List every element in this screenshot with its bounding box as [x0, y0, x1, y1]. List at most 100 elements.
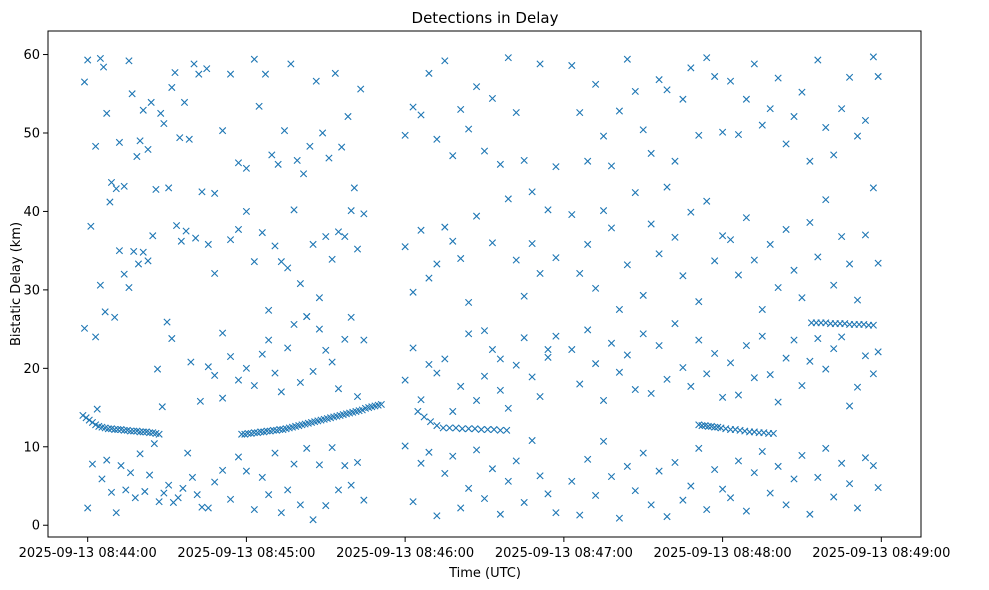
marker-clutter-318	[592, 491, 600, 500]
marker-clutter-386	[814, 334, 822, 343]
marker-clutter-25	[185, 135, 193, 143]
marker-clutter-245	[480, 494, 489, 503]
marker-tracks-11	[114, 425, 122, 434]
marker-clutter-317	[584, 455, 592, 463]
marker-clutter-270	[687, 64, 695, 72]
marker-clutter-190	[520, 156, 528, 165]
x-tick-label-5: 2025-09-13 08:49:00	[812, 546, 950, 561]
marker-clutter-109	[250, 258, 258, 266]
marker-clutter-390	[845, 402, 854, 410]
marker-clutter-385	[806, 357, 814, 365]
marker-tracks-72	[426, 418, 435, 426]
marker-clutter-215	[401, 376, 409, 384]
marker-clutter-320	[607, 473, 616, 481]
marker-clutter-188	[504, 54, 512, 62]
marker-clutter-203	[465, 298, 473, 307]
marker-clutter-301	[615, 368, 624, 376]
marker-clutter-329	[679, 496, 687, 504]
marker-clutter-199	[433, 260, 441, 268]
marker-clutter-114	[284, 264, 292, 272]
marker-clutter-65	[136, 450, 144, 458]
marker-clutter-130	[226, 352, 235, 361]
marker-clutter-115	[290, 206, 298, 214]
marker-clutter-156	[242, 467, 250, 475]
marker-tracks-8	[104, 425, 112, 433]
marker-tracks-77	[458, 425, 466, 433]
marker-clutter-24	[180, 98, 189, 106]
marker-clutter-414	[874, 483, 882, 492]
marker-clutter-340	[766, 105, 774, 113]
marker-tracks-10	[111, 425, 119, 434]
marker-clutter-200	[441, 223, 449, 231]
marker-clutter-194	[552, 163, 560, 171]
marker-clutter-106	[226, 236, 235, 244]
marker-clutter-355	[726, 236, 735, 244]
marker-tracks-76	[452, 424, 460, 432]
marker-clutter-40	[134, 260, 143, 268]
marker-clutter-352	[861, 116, 870, 125]
marker-clutter-180	[441, 57, 449, 65]
marker-clutter-235	[401, 442, 409, 450]
marker-clutter-260	[607, 162, 616, 170]
marker-clutter-140	[296, 378, 304, 387]
marker-clutter-147	[341, 335, 349, 343]
marker-clutter-226	[488, 345, 497, 354]
marker-clutter-323	[631, 487, 639, 495]
marker-clutter-197	[417, 226, 425, 234]
marker-clutter-122	[334, 228, 343, 236]
marker-clutter-155	[234, 453, 243, 461]
marker-clutter-136	[271, 369, 279, 377]
marker-clutter-62	[122, 486, 130, 494]
marker-clutter-225	[480, 372, 489, 380]
marker-clutter-103	[204, 240, 212, 248]
marker-tracks-27	[244, 429, 252, 438]
marker-clutter-411	[853, 504, 862, 512]
marker-clutter-191	[528, 188, 536, 196]
marker-clutter-374	[874, 259, 882, 267]
marker-clutter-105	[219, 329, 227, 337]
marker-clutter-108	[242, 207, 250, 216]
marker-clutter-293	[711, 257, 719, 265]
marker-clutter-310	[687, 382, 695, 390]
marker-clutter-268	[671, 157, 679, 165]
marker-clutter-283	[631, 189, 639, 197]
marker-clutter-67	[145, 471, 154, 479]
marker-clutter-178	[425, 69, 433, 77]
marker-clutter-32	[96, 281, 104, 289]
marker-clutter-263	[631, 87, 639, 95]
marker-clutter-50	[182, 227, 190, 235]
marker-clutter-82	[226, 70, 235, 78]
marker-clutter-99	[338, 143, 346, 151]
marker-clutter-378	[750, 374, 758, 382]
marker-clutter-49	[177, 237, 185, 245]
marker-clutter-161	[277, 509, 285, 517]
marker-clutter-367	[822, 196, 830, 204]
marker-clutter-149	[353, 392, 362, 401]
marker-clutter-88	[268, 151, 276, 159]
marker-clutter-287	[663, 183, 671, 191]
marker-clutter-176	[409, 103, 417, 111]
marker-clutter-379	[758, 332, 766, 340]
marker-clutter-129	[219, 394, 227, 402]
marker-clutter-256	[576, 108, 584, 117]
marker-clutter-297	[584, 326, 592, 334]
marker-clutter-305	[647, 389, 655, 398]
marker-clutter-393	[869, 370, 877, 378]
marker-clutter-102	[357, 85, 365, 93]
marker-tracks-82	[490, 425, 498, 434]
marker-clutter-327	[663, 513, 671, 521]
marker-clutter-261	[615, 107, 624, 115]
marker-clutter-290	[687, 208, 695, 216]
marker-clutter-150	[360, 336, 368, 344]
marker-clutter-113	[277, 258, 285, 266]
marker-clutter-369	[838, 232, 846, 241]
marker-clutter-346	[814, 56, 822, 64]
marker-clutter-241	[449, 452, 457, 460]
marker-clutter-272	[703, 54, 711, 62]
marker-tracks-103	[769, 429, 777, 438]
marker-clutter-232	[536, 392, 544, 401]
marker-clutter-343	[790, 112, 798, 121]
marker-clutter-53	[196, 397, 204, 405]
marker-clutter-306	[655, 341, 663, 350]
marker-clutter-344	[798, 88, 806, 96]
